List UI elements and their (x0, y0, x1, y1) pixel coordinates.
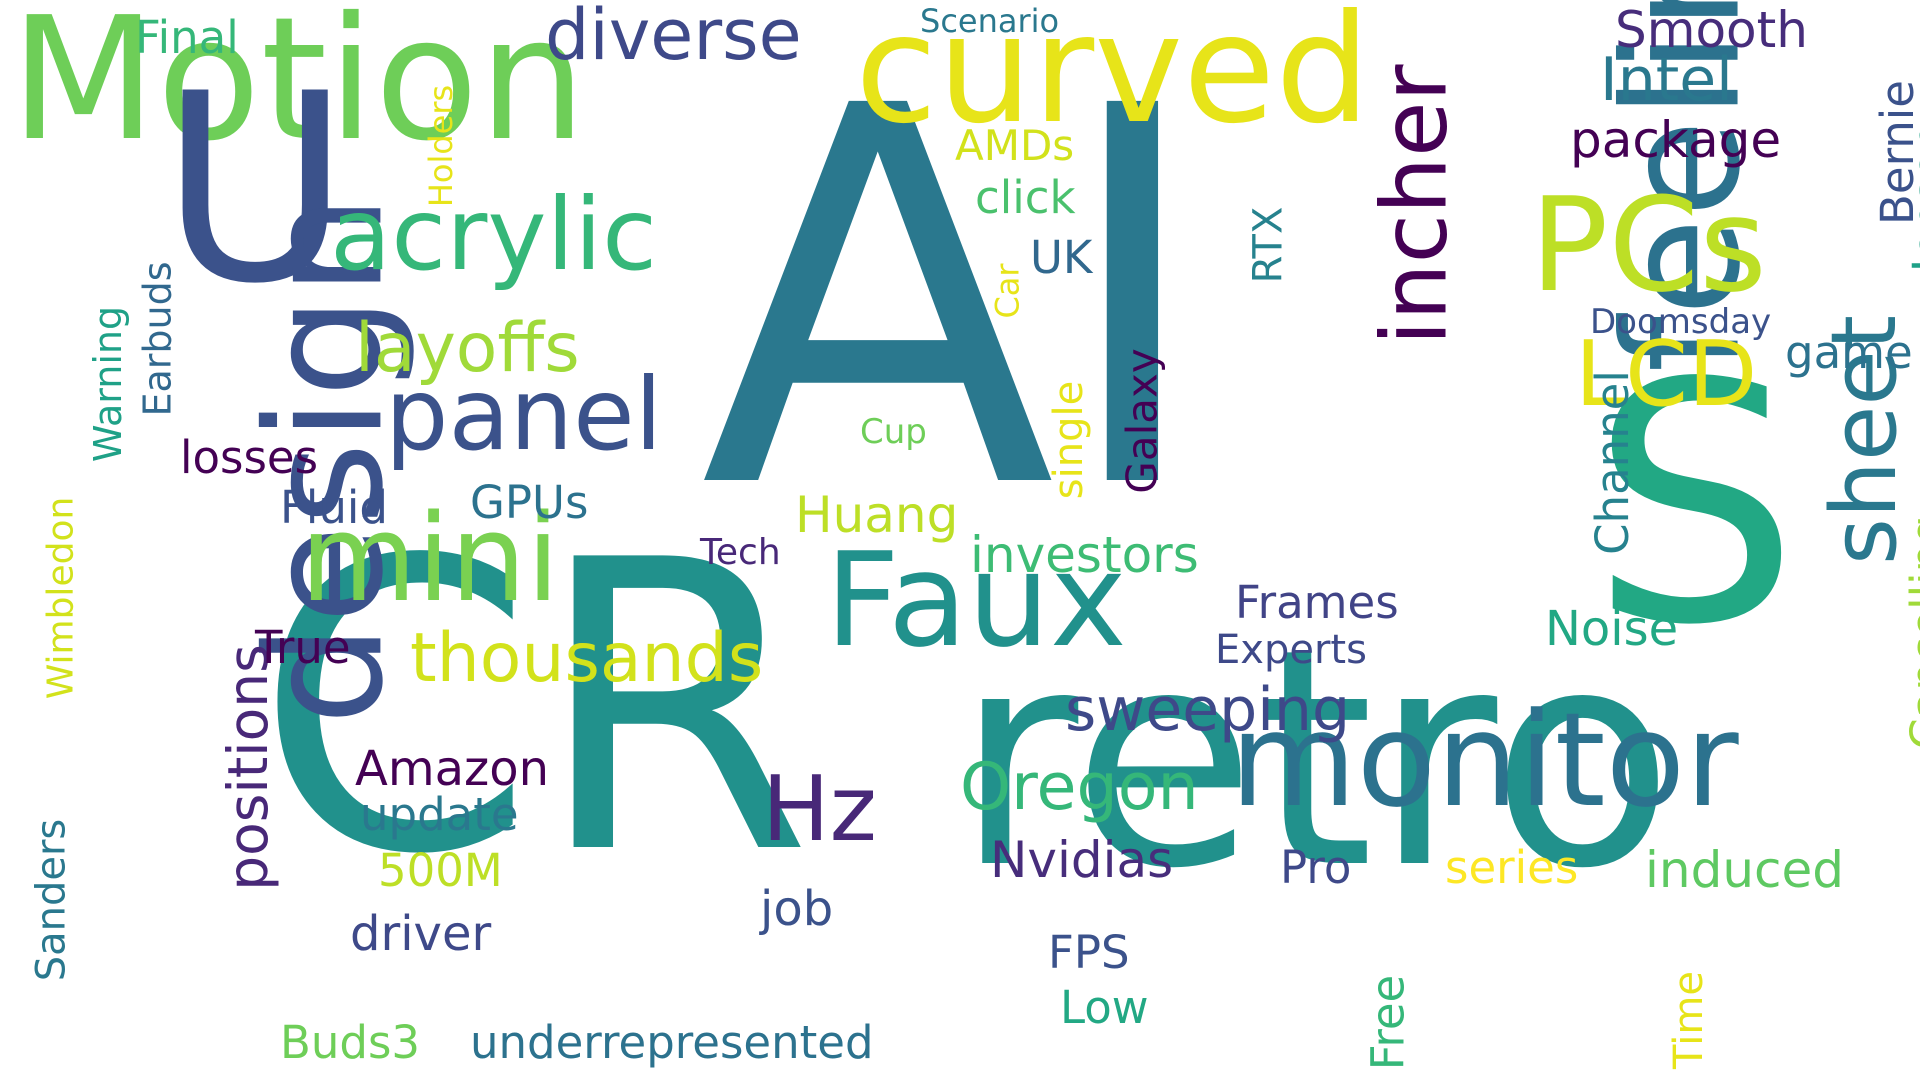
word-final: Final (135, 11, 239, 64)
word-hz: Hz (762, 757, 877, 862)
word-warning: Warning (86, 305, 131, 463)
word-nvidias: Nvidias (990, 831, 1174, 889)
word-scenario: Scenario (920, 2, 1060, 40)
word-driver: driver (350, 906, 492, 962)
word-fluid: Fluid (280, 481, 388, 534)
word-induced: induced (1645, 841, 1844, 899)
word-thousands: thousands (410, 619, 764, 698)
word-holders: Holders (422, 84, 461, 208)
word-noise: Noise (1545, 601, 1679, 657)
word-time: Time (1665, 971, 1712, 1069)
word-acrylic: acrylic (330, 176, 658, 293)
word-single: single (1046, 380, 1093, 500)
word-faux: Faux (825, 524, 1127, 676)
word-pro: Pro (1280, 841, 1352, 894)
word-true: True (255, 621, 351, 674)
word-intel: Intel (1600, 45, 1733, 115)
word-lcd: LCD (1575, 322, 1758, 427)
word-curved: curved (855, 0, 1371, 157)
word-smooth: Smooth (1615, 1, 1808, 59)
word-positions: positions (215, 644, 280, 891)
word-cup: Cup (860, 412, 927, 452)
word-jensen: Jensen (1903, 122, 1920, 273)
word-uk: UK (1030, 231, 1093, 284)
word-sweeping: sweeping (1065, 675, 1351, 745)
word-tech: Tech (700, 532, 781, 573)
word-huang: Huang (795, 486, 959, 544)
word-oregon: Oregon (960, 750, 1199, 825)
word-low: Low (1060, 981, 1149, 1034)
word-galaxy: Galaxy (1117, 348, 1167, 494)
word-retro: retro (955, 585, 1675, 934)
word-earbuds: Earbuds (135, 261, 180, 417)
word-500m: 500M (378, 844, 503, 897)
word-diverse: diverse (545, 0, 802, 76)
word-cancelling: Cancelling (1900, 515, 1920, 750)
word-losses: losses (180, 431, 319, 484)
word-free: Free (1361, 974, 1415, 1071)
word-fps: FPS (1048, 926, 1130, 979)
word-game: game (1785, 326, 1913, 379)
word-panel: panel (385, 356, 663, 473)
word-update: update (360, 788, 519, 841)
word-frames: Frames (1235, 576, 1399, 629)
word-pcs: PCs (1530, 169, 1767, 321)
word-incher: incher (1362, 64, 1468, 346)
word-amazon: Amazon (355, 741, 549, 797)
word-experts: Experts (1215, 627, 1367, 673)
word-motion: Motion (10, 0, 587, 179)
word-rtx: RTX (1245, 206, 1292, 284)
word-buds3: Buds3 (280, 1016, 421, 1069)
word-job: job (760, 881, 834, 937)
word-ai: AI (700, 0, 1210, 603)
word-mini: mini (300, 490, 560, 629)
word-layoffs: layoffs (355, 309, 580, 388)
word-gpus: GPUs (470, 476, 589, 529)
word-cr: CR (255, 477, 813, 942)
word-amds: AMDs (955, 121, 1075, 170)
word-doomsday: Doomsday (1590, 302, 1772, 342)
word-s: S (1590, 313, 1800, 697)
word-series: series (1445, 841, 1579, 894)
word-monitor: monitor (1230, 684, 1739, 836)
word-u: U (160, 39, 351, 341)
word-underrepresented: underrepresented (470, 1016, 874, 1069)
word-car: Car (988, 263, 1027, 319)
word-click: click (975, 171, 1076, 224)
word-investors: investors (970, 526, 1199, 584)
word-wimbledon: Wimbledon (40, 496, 82, 700)
word-package: package (1570, 111, 1782, 169)
word-channel: Channel (1585, 370, 1639, 555)
word-sanders: Sanders (28, 818, 75, 982)
